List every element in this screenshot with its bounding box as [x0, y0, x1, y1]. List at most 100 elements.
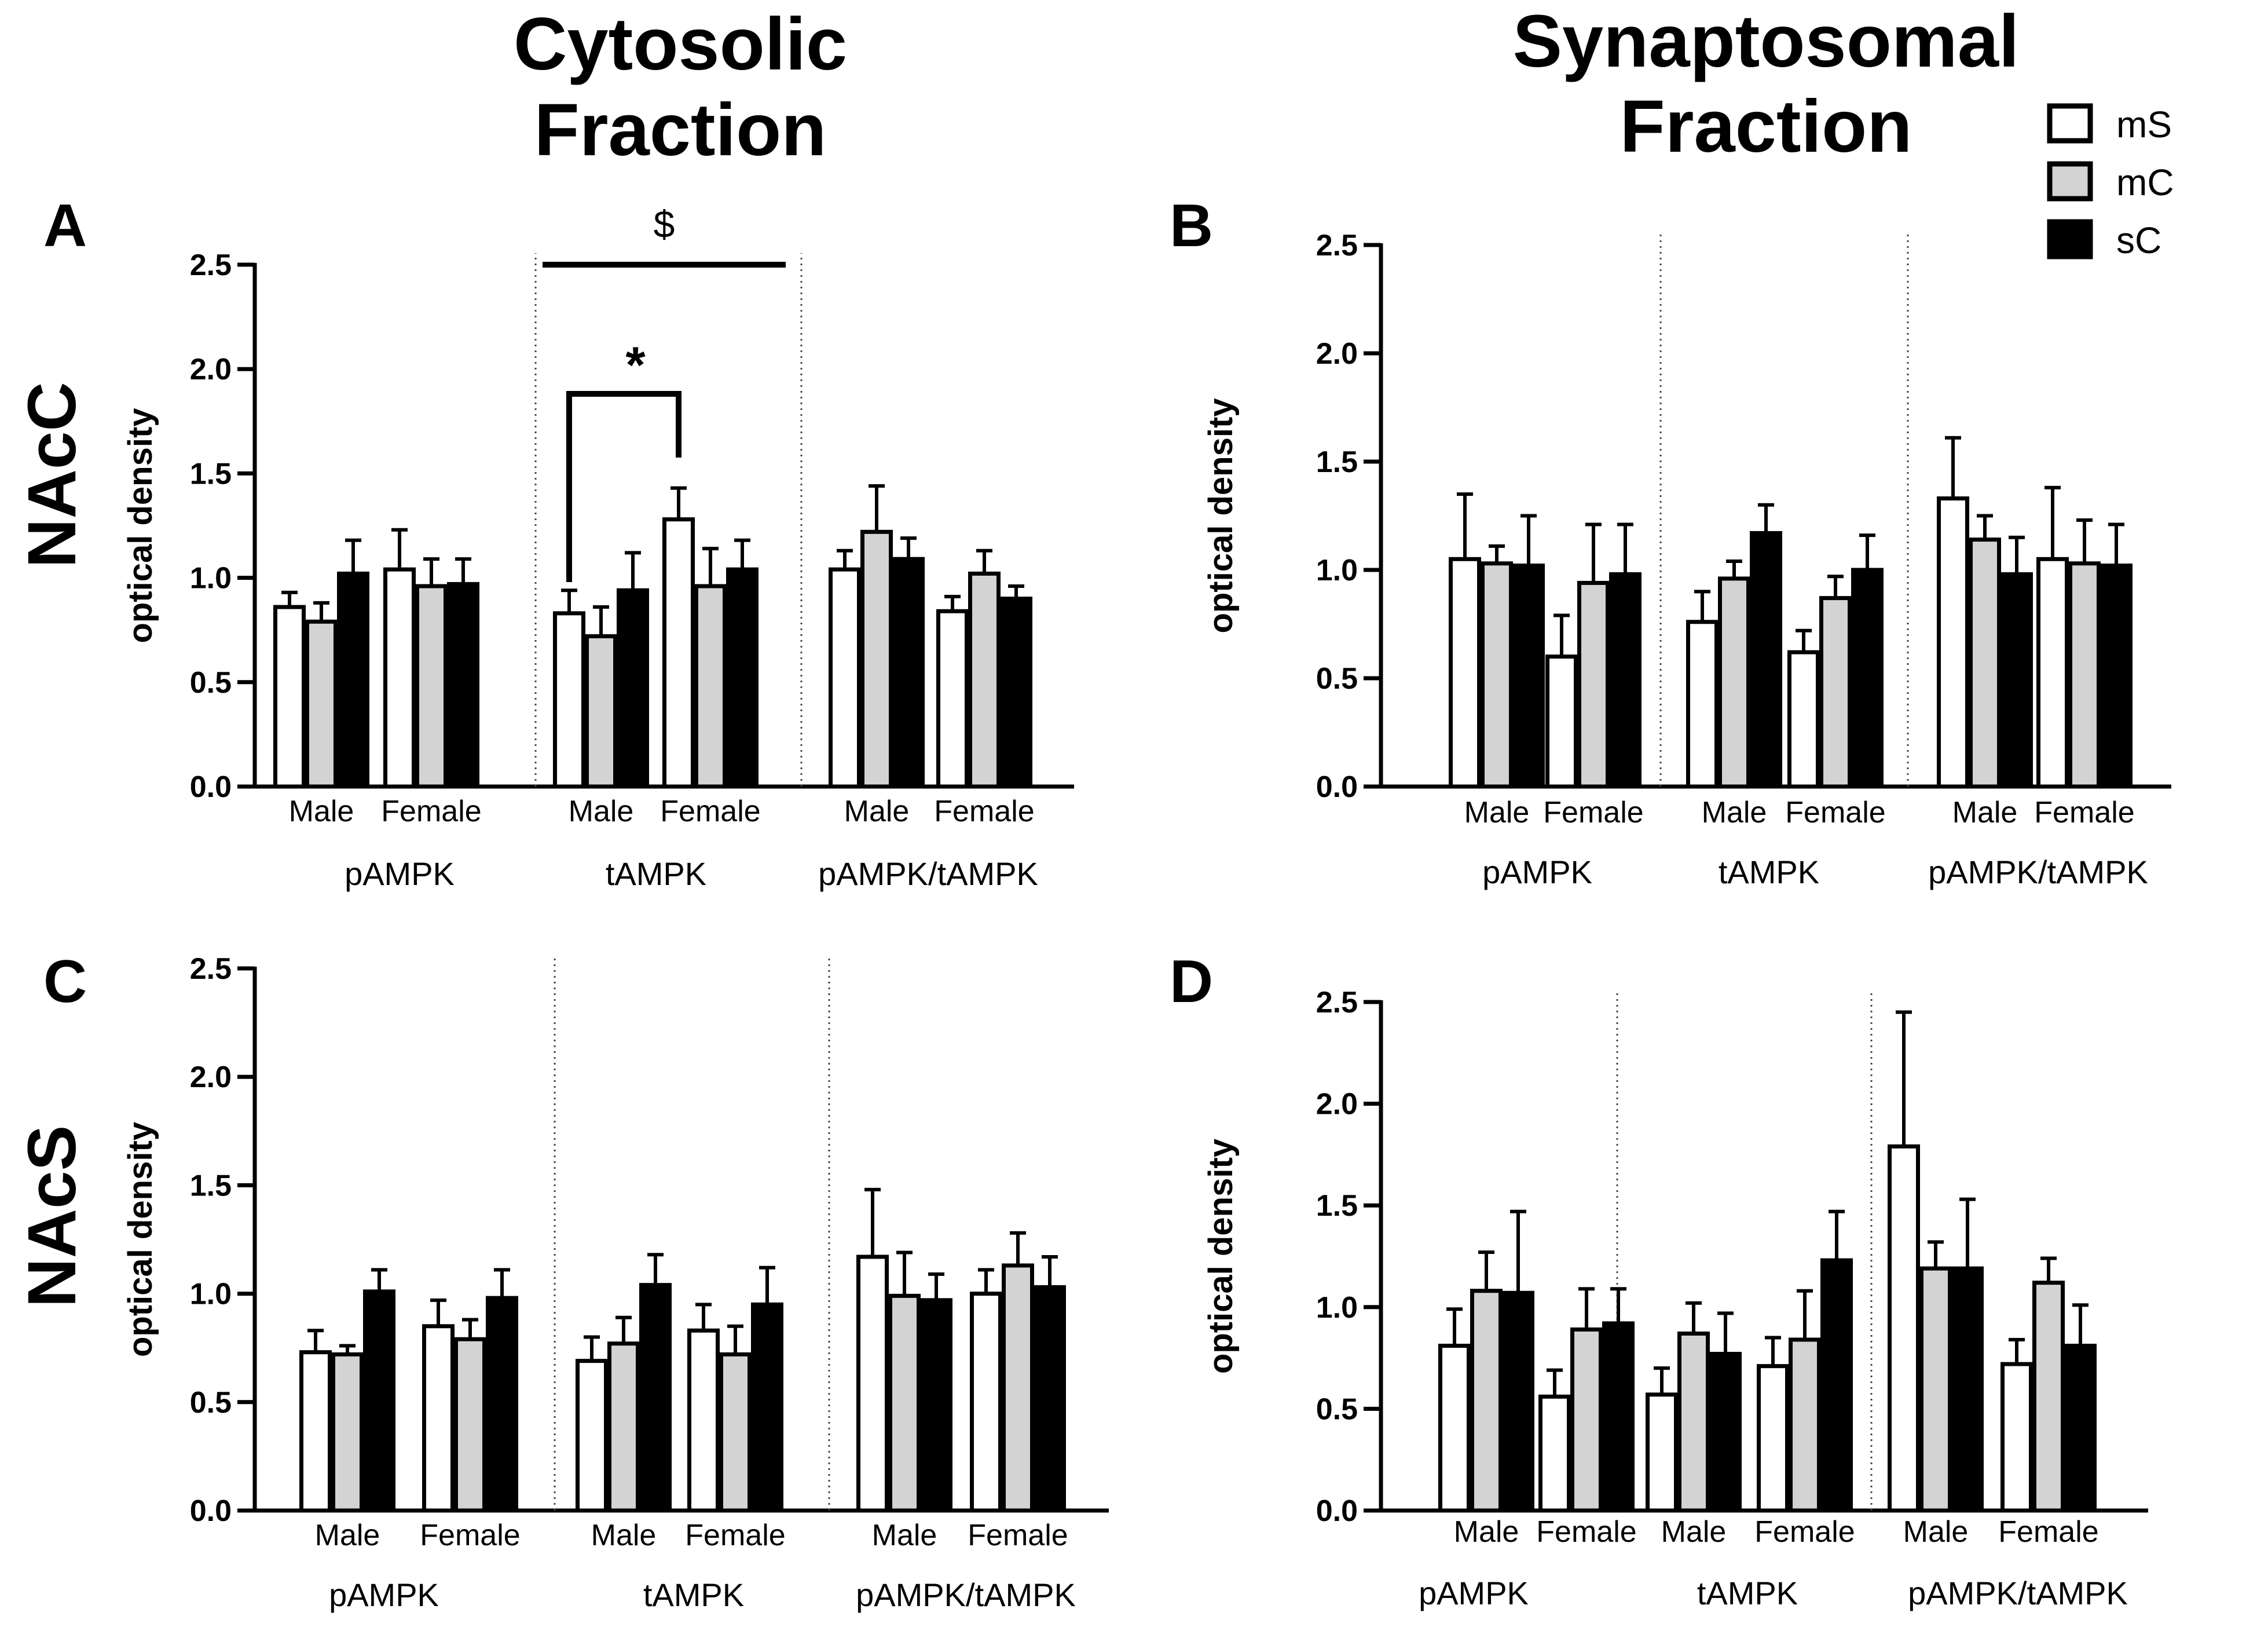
bar-mc — [1789, 1337, 1821, 1513]
x-category-label: Male — [1952, 796, 2018, 829]
y-axis-label: optical density — [122, 408, 159, 643]
x-category-label: Male — [1454, 1515, 1519, 1549]
bar-mc — [1819, 596, 1852, 789]
x-group-label: pAMPK/tAMPK — [1908, 1575, 2128, 1611]
bar-mc — [888, 1293, 921, 1513]
bar-ms — [662, 517, 695, 789]
bar-sc — [1951, 1266, 1984, 1513]
y-tick-label: 1.5 — [1316, 1189, 1358, 1223]
x-group-label: tAMPK — [1719, 854, 1819, 890]
y-tick-label: 1.0 — [190, 562, 232, 595]
chart-panel-b: 0.0 0.5 1.0 1.5 2.0 2.5 optical density Male Fem… — [1202, 229, 2171, 890]
y-tick-label: 0.5 — [1316, 662, 1358, 696]
x-group-label: pAMPK/tAMPK — [1928, 854, 2148, 890]
y-tick-label: 2.0 — [1316, 1088, 1358, 1121]
x-category-label: Female — [968, 1519, 1068, 1552]
bar-ms — [1538, 1394, 1571, 1513]
chart-panel-c: 0.0 0.5 1.0 1.5 2.0 2.5 optical density Male Fem… — [122, 952, 1109, 1613]
bar-ms — [576, 1359, 608, 1513]
bar-mc — [1677, 1331, 1710, 1513]
bar-sc — [617, 588, 649, 789]
x-group-label: tAMPK — [606, 855, 706, 892]
y-tick-label: 1.5 — [1316, 445, 1358, 479]
bar-ms — [1686, 620, 1719, 789]
bar-ms — [1888, 1144, 1920, 1513]
bar-ms — [1787, 650, 1820, 789]
x-category-label: Female — [381, 795, 481, 828]
bar-mc — [968, 571, 1001, 789]
bar-ms — [2000, 1362, 2033, 1513]
x-category-label: Male — [1702, 796, 1767, 829]
bar-ms — [829, 567, 861, 789]
bar-mc — [305, 619, 338, 789]
x-category-label: Female — [660, 795, 760, 828]
panel-letter-b: B — [1170, 192, 1213, 259]
bar-sc — [1034, 1285, 1066, 1513]
bar-sc — [2064, 1344, 2097, 1513]
x-category-label: Female — [420, 1519, 520, 1552]
bar-mc — [694, 584, 727, 789]
x-category-label: Female — [934, 795, 1034, 828]
x-category-label: Female — [1754, 1515, 1855, 1549]
y-axis-label: optical density — [1202, 398, 1240, 633]
y-tick-label: 1.0 — [1316, 554, 1358, 587]
bar-sc — [920, 1298, 952, 1513]
bar-sc — [1709, 1352, 1742, 1513]
bar-ms — [936, 609, 969, 789]
bar-sc — [1000, 597, 1032, 789]
panel-letter-a: A — [43, 192, 87, 259]
legend-label-sc: sC — [2116, 220, 2161, 261]
legend: mS mC sC — [2047, 103, 2174, 261]
bar-mc — [607, 1341, 640, 1513]
bar-mc — [2032, 1281, 2065, 1513]
x-category-label: Female — [685, 1519, 785, 1552]
x-group-label: tAMPK — [643, 1577, 744, 1613]
bar-ms — [1937, 496, 1969, 789]
y-tick-label: 1.0 — [1316, 1291, 1358, 1325]
bar-mc — [1919, 1266, 1952, 1513]
x-group-label: pAMPK — [345, 855, 455, 892]
panel-letter-c: C — [43, 948, 87, 1015]
bar-sc — [1602, 1321, 1635, 1513]
bar-sc — [1750, 531, 1782, 789]
x-group-label: pAMPK — [1419, 1575, 1529, 1611]
y-tick-label: 0.5 — [190, 1386, 232, 1420]
legend-swatch-sc — [2047, 219, 2093, 259]
x-category-label: Male — [844, 795, 910, 828]
y-axis-label: optical density — [1202, 1139, 1240, 1374]
bar-mc — [1577, 580, 1610, 789]
bar-mc — [860, 529, 893, 789]
bar-sc — [1851, 568, 1884, 789]
bar-sc — [363, 1289, 395, 1513]
row-label-nacc: NAcC — [14, 382, 90, 568]
legend-label-mc: mC — [2116, 162, 2174, 203]
y-tick-label: 2.5 — [1316, 229, 1358, 262]
legend-swatch-mc — [2047, 161, 2093, 202]
bar-sc — [1512, 564, 1545, 789]
bar-mc — [331, 1352, 364, 1513]
bar-mc — [454, 1337, 486, 1513]
bar-ms — [1646, 1392, 1678, 1513]
bar-sc — [1609, 572, 1642, 789]
x-category-label: Male — [289, 795, 354, 828]
bar-ms — [2036, 557, 2069, 789]
y-tick-label: 1.5 — [190, 1169, 232, 1202]
x-category-label: Female — [1785, 796, 1885, 829]
cytosolic-title-line2: Fraction — [534, 89, 827, 171]
bar-mc — [415, 584, 448, 789]
bar-mc — [1969, 537, 2001, 789]
bar-ms — [1757, 1364, 1789, 1513]
significance-label: $ — [654, 203, 675, 246]
cytosolic-title-line1: Cytosolic — [514, 3, 847, 86]
bar-ms — [422, 1324, 455, 1513]
bar-sc — [892, 557, 925, 789]
y-tick-label: 0.0 — [1316, 770, 1358, 804]
x-category-label: Male — [1464, 796, 1530, 829]
bar-sc — [726, 567, 759, 789]
x-group-label: pAMPK — [1482, 854, 1592, 890]
bar-sc — [2100, 564, 2133, 789]
x-group-label: tAMPK — [1697, 1575, 1798, 1611]
bar-mc — [1570, 1327, 1603, 1513]
bar-sc — [751, 1302, 783, 1513]
